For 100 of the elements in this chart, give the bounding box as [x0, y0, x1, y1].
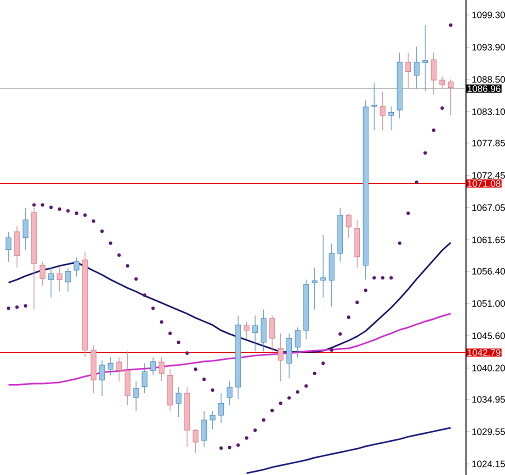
point [108, 241, 112, 245]
y-tick-label: 1067.05 [472, 204, 505, 211]
candlestick [414, 46, 420, 89]
candlestick [99, 360, 105, 396]
point [423, 151, 427, 155]
point [448, 23, 452, 27]
candlestick [320, 234, 326, 298]
candlestick [346, 214, 352, 238]
point [296, 390, 300, 394]
y-tick-label: 1093.90 [472, 44, 505, 50]
point [151, 306, 155, 310]
point [185, 351, 189, 355]
ref-line-label: 1071.08 [468, 180, 500, 187]
point [372, 276, 376, 280]
candlestick [22, 208, 28, 250]
point [228, 446, 232, 450]
y-tick-label: 1061.65 [472, 236, 505, 244]
candlestick [116, 356, 122, 382]
point [32, 203, 36, 207]
candlestick [269, 315, 275, 352]
point [440, 106, 444, 110]
point [142, 293, 146, 297]
point [364, 288, 368, 292]
point [160, 320, 164, 324]
point [49, 206, 53, 210]
candlestick [226, 380, 232, 406]
candlestick [150, 356, 156, 376]
y-tick-label: 1088.50 [472, 76, 505, 83]
ref-line-label: 1086.96 [468, 85, 500, 92]
point [126, 264, 130, 268]
candlestick [176, 386, 182, 418]
point [244, 436, 248, 440]
point [40, 203, 44, 207]
candlestick [422, 24, 428, 92]
point [304, 384, 308, 388]
y-tick-label: 1056.40 [472, 268, 505, 275]
point [202, 378, 206, 382]
candlestick [142, 362, 148, 394]
point [406, 212, 410, 216]
candlestick [405, 52, 412, 89]
candlestick [48, 267, 54, 298]
point [278, 402, 282, 406]
point [346, 316, 350, 319]
point [338, 332, 342, 336]
point [100, 229, 104, 233]
point [355, 300, 359, 304]
y-tick-label: 1099.30 [472, 12, 505, 18]
candlestick [74, 257, 80, 277]
point [210, 388, 214, 392]
candlestick [192, 428, 198, 454]
candlestick [6, 231, 12, 262]
candlestick [65, 267, 71, 292]
point [117, 253, 121, 257]
point [168, 332, 172, 336]
point [253, 428, 257, 432]
candlestick [448, 79, 454, 116]
point [236, 443, 240, 447]
candlestick [380, 92, 386, 131]
candlestick [201, 410, 207, 448]
point [176, 340, 180, 344]
point [321, 362, 325, 366]
candlestick [252, 315, 258, 352]
y-tick-label: 1029.55 [472, 428, 505, 435]
point [330, 348, 334, 352]
ref-line-label: 1042.79 [468, 349, 500, 356]
point [6, 306, 10, 310]
point [83, 213, 87, 217]
y-tick-label: 1077.85 [472, 140, 505, 146]
candlestick [56, 267, 62, 292]
point [262, 418, 266, 422]
y-tick-label: 1045.60 [472, 332, 505, 340]
candlestick [14, 226, 20, 268]
candlestick [40, 261, 46, 286]
candlestick [388, 106, 394, 131]
candlestick [210, 410, 216, 430]
candlestick [278, 333, 284, 382]
point [270, 408, 274, 412]
y-tick-label: 1034.95 [472, 396, 505, 403]
point [219, 446, 223, 450]
candlestick [158, 356, 164, 382]
y-tick-label: 1040.20 [472, 364, 505, 372]
point [74, 212, 78, 216]
candlestick [108, 356, 114, 376]
point [287, 396, 291, 400]
candlestick [430, 52, 437, 95]
point [134, 277, 138, 281]
point [312, 372, 316, 376]
y-tick-label: 1083.10 [472, 108, 505, 116]
candlestick [260, 309, 266, 352]
y-tick-label: 1051.00 [472, 300, 505, 307]
point [66, 209, 70, 213]
candlestick [244, 321, 250, 340]
candlestick [133, 380, 139, 412]
point [398, 241, 402, 245]
y-tick-label: 1072.45 [472, 172, 505, 179]
point [15, 305, 19, 309]
point [432, 128, 436, 132]
candlestick [312, 267, 318, 310]
point [24, 304, 28, 308]
candlestick [218, 392, 224, 424]
